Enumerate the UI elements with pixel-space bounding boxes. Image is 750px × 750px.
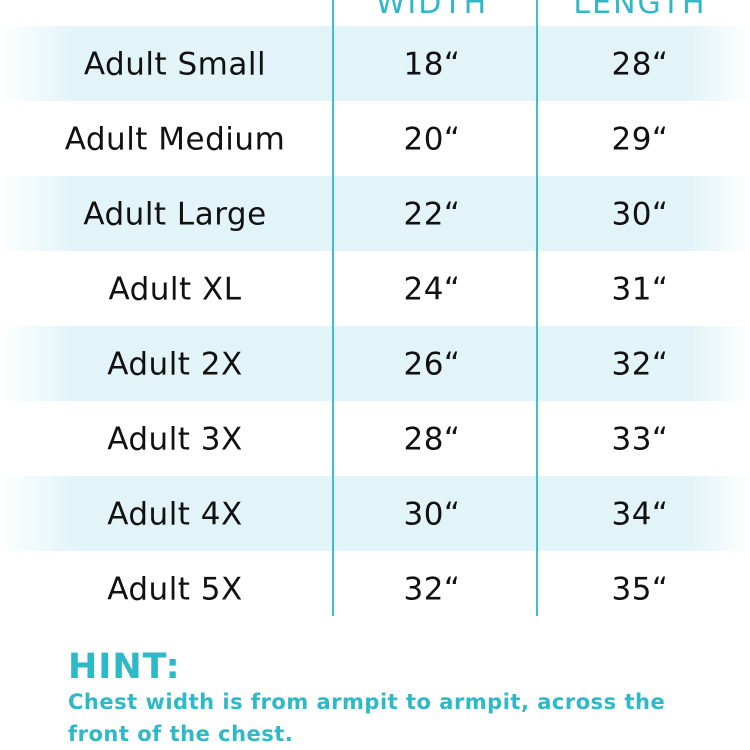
measurement: 30“: [403, 497, 460, 533]
measurement: 33“: [611, 422, 668, 458]
row-bands: [0, 26, 750, 551]
size-label: Adult Large: [83, 197, 266, 233]
column-header: WIDTH: [376, 0, 489, 21]
size-label: Adult 3X: [107, 422, 243, 458]
measurement: 30“: [611, 197, 668, 233]
measurement: 24“: [403, 272, 460, 308]
table-body: WIDTH LENGTH Adult Small 18“ 28“ Adult Medium…: [65, 0, 706, 608]
row-band: [0, 476, 750, 551]
size-label: Adult Medium: [65, 122, 286, 158]
measurement: 31“: [611, 272, 668, 308]
measurement: 28“: [611, 47, 668, 83]
size-label: Adult 4X: [107, 497, 243, 533]
measurement: 32“: [611, 347, 668, 383]
row-band: [0, 326, 750, 401]
size-label: Adult Small: [84, 47, 266, 83]
column-header: LENGTH: [573, 0, 706, 21]
measurement: 28“: [403, 422, 460, 458]
row-band: [0, 176, 750, 251]
measurement: 32“: [403, 572, 460, 608]
measurement: 34“: [611, 497, 668, 533]
measurement: 26“: [403, 347, 460, 383]
measurement: 29“: [611, 122, 668, 158]
measurement: 35“: [611, 572, 668, 608]
hint-line: Chest width is from armpit to armpit, ac…: [68, 690, 665, 714]
hint-line: front of the chest.: [68, 722, 293, 746]
size-label: Adult 2X: [107, 347, 243, 383]
measurement: 18“: [403, 47, 460, 83]
measurement: 20“: [403, 122, 460, 158]
size-label: Adult XL: [108, 272, 241, 308]
hint-title: HINT:: [68, 647, 181, 687]
row-band: [0, 26, 750, 101]
size-label: Adult 5X: [107, 572, 243, 608]
measurement: 22“: [403, 197, 460, 233]
